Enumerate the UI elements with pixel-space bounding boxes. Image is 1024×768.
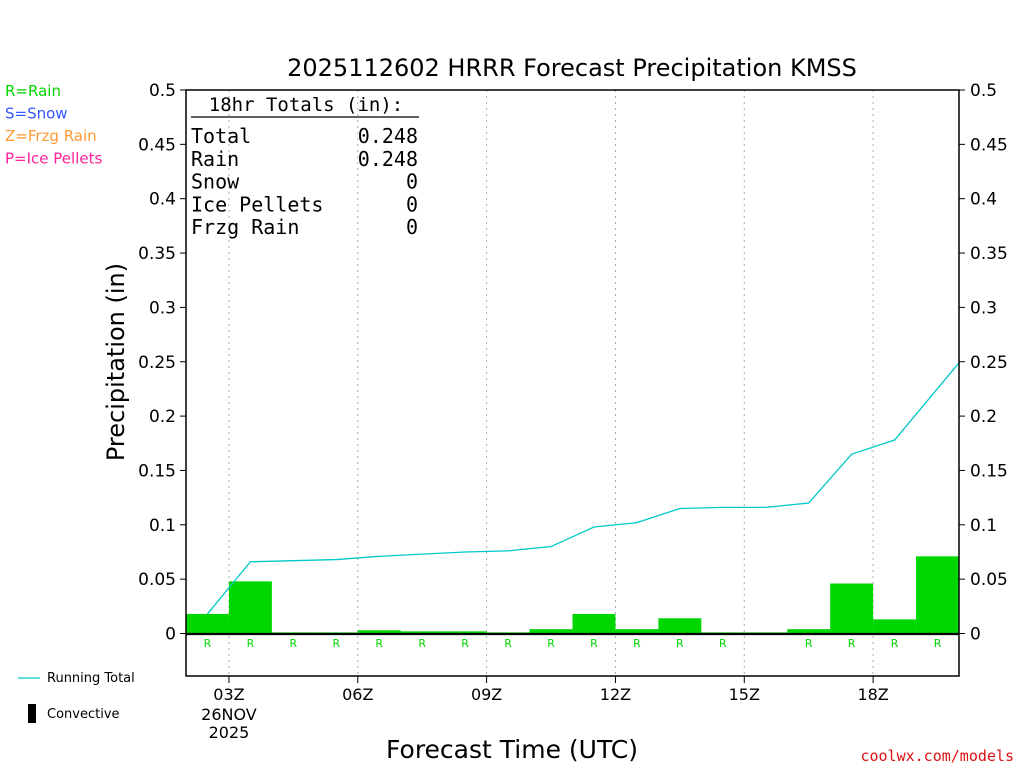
totals-row-label: Snow	[191, 170, 240, 194]
running-total-line	[206, 362, 960, 615]
ptype-label-19: R	[891, 637, 899, 650]
y-tick-right-label: 0.45	[970, 135, 1008, 155]
totals-box: 18hr Totals (in): Total 0.248 Rain 0.248 Snow…	[191, 94, 419, 239]
ptype-legend: R=Rain S=Snow Z=Frzg Rain P=Ice Pellets	[5, 82, 102, 168]
ptype-legend-item: Z=Frzg Rain	[5, 127, 97, 145]
x-tick-label: 06Z	[342, 685, 373, 704]
y-tick-left-label: 0.1	[149, 516, 176, 536]
ptype-label-12: R	[590, 637, 598, 650]
y-tick-right-label: 0.1	[970, 516, 997, 536]
totals-heading: 18hr Totals (in):	[209, 94, 403, 116]
convective-legend-swatch	[28, 704, 36, 723]
ptype-label-3: R	[204, 637, 212, 650]
ptype-label-8: R	[418, 637, 426, 650]
totals-row-value: 0.248	[358, 124, 418, 148]
y-tick-right-label: 0.05	[970, 570, 1008, 590]
precip-bar-12	[572, 613, 616, 634]
y-tick-left-label: 0.35	[138, 244, 176, 264]
chart-title: 2025112602 HRRR Forecast Precipitation K…	[287, 54, 857, 82]
ptype-label-13: R	[633, 637, 641, 650]
plot-frame	[185, 89, 960, 677]
y-tick-right-label: 0.25	[970, 353, 1008, 373]
x-tick-label: 03Z	[213, 685, 244, 704]
y-tick-right-label: 0.4	[970, 190, 997, 210]
x-axis-label: Forecast Time (UTC)	[386, 735, 638, 764]
ptype-label-10: R	[504, 637, 512, 650]
grid-lines	[228, 90, 874, 676]
y-tick-left-label: 0	[165, 625, 176, 645]
ptype-label-15: R	[719, 637, 727, 650]
totals-row-label: Ice Pellets	[191, 192, 323, 216]
precip-bar-18	[830, 583, 874, 634]
x-tick-label: 15Z	[729, 685, 760, 704]
y-tick-left-label: 0.3	[149, 298, 176, 318]
y-tick-right-label: 0.5	[970, 81, 997, 101]
y-tick-left-label: 0.4	[149, 190, 176, 210]
precip-bar-20	[916, 556, 959, 634]
x-tick-sublabel: 26NOV	[201, 705, 257, 724]
running-total-group	[206, 362, 960, 615]
x-tick-sublabel: 2025	[209, 723, 250, 742]
ptype-label-4: R	[247, 637, 255, 650]
x-tick-label: 12Z	[600, 685, 631, 704]
y-tick-left-label: 0.5	[149, 81, 176, 101]
precip-bar-3	[186, 613, 229, 634]
y-tick-right-label: 0.35	[970, 244, 1008, 264]
totals-row-value: 0	[406, 215, 418, 239]
x-tick-label: 18Z	[857, 685, 888, 704]
ptype-label-7: R	[375, 637, 383, 650]
totals-row-label: Total	[191, 124, 251, 148]
y-tick-right-label: 0.15	[970, 461, 1008, 481]
running-total-legend-label: Running Total	[47, 671, 135, 686]
credit-text: coolwx.com/models	[860, 747, 1014, 765]
y-axis-label: Precipitation (in)	[102, 263, 130, 461]
x-tick-label: 09Z	[471, 685, 502, 704]
y-tick-left-label: 0.05	[138, 570, 176, 590]
precip-bar-8	[400, 631, 444, 634]
y-tick-right-label: 0	[970, 625, 981, 645]
y-tick-left-label: 0.45	[138, 135, 176, 155]
y-tick-right-label: 0.3	[970, 298, 997, 318]
ptype-label-6: R	[332, 637, 340, 650]
precip-bar-17	[787, 629, 831, 634]
y-axis-left: 0 0.05 0.1 0.15 0.2 0.25 0.3 0.35 0.4 0.45 0.5	[138, 81, 186, 645]
y-axis-right: 0 0.05 0.1 0.15 0.2 0.25 0.3 0.35 0.4 0.45 0.5	[959, 81, 1008, 645]
ptype-label-18: R	[848, 637, 856, 650]
precip-bar-4	[228, 581, 272, 634]
precip-bar-9	[443, 631, 487, 634]
ptype-label-14: R	[676, 637, 684, 650]
ptype-legend-item: S=Snow	[5, 105, 68, 123]
ptype-label-9: R	[461, 637, 469, 650]
totals-row-value: 0	[406, 192, 418, 216]
precip-bar-7	[357, 630, 401, 634]
y-tick-left-label: 0.2	[149, 407, 176, 427]
totals-row-value: 0.248	[358, 147, 418, 171]
ptype-label-11: R	[547, 637, 555, 650]
ptype-label-5: R	[290, 637, 298, 650]
precip-bar-13	[615, 629, 659, 634]
ptype-legend-item: R=Rain	[5, 82, 61, 100]
precip-bar-19	[873, 619, 917, 634]
y-tick-left-label: 0.15	[138, 461, 176, 481]
precip-bar-11	[529, 629, 573, 634]
bars-group	[186, 556, 959, 636]
totals-row-label: Frzg Rain	[191, 215, 299, 239]
y-tick-right-label: 0.2	[970, 407, 997, 427]
precip-bar-14	[658, 618, 702, 634]
y-tick-left-label: 0.25	[138, 353, 176, 373]
ptype-label-20: R	[934, 637, 942, 650]
ptype-label-17: R	[805, 637, 813, 650]
totals-row-value: 0	[406, 170, 418, 194]
totals-row-label: Rain	[191, 147, 239, 171]
convective-legend-label: Convective	[47, 707, 120, 722]
ptype-legend-item: P=Ice Pellets	[5, 150, 102, 168]
